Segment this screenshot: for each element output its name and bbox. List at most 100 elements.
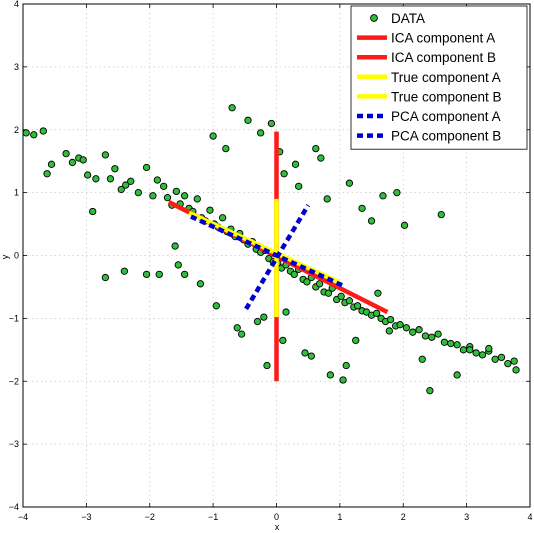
- x-tick-label: 4: [527, 512, 532, 522]
- tick-labels: −4 −3 −2 −1 0 1 2 3 4 −4 −3 −2 −1 0 1 2 3 4: [9, 0, 533, 522]
- data-point: [466, 346, 474, 354]
- data-point: [440, 338, 449, 346]
- data-point: [47, 160, 56, 168]
- data-point: [402, 324, 411, 332]
- data-point: [303, 278, 311, 286]
- data-point: [209, 132, 217, 140]
- x-tick-label: −4: [18, 512, 28, 522]
- data-point: [257, 129, 265, 137]
- y-tick-label: 4: [14, 0, 19, 9]
- data-point: [386, 315, 395, 324]
- data-point: [437, 210, 445, 219]
- data-point: [180, 192, 189, 200]
- data-point: [326, 371, 335, 379]
- legend-marker: [370, 14, 378, 22]
- data-point: [174, 261, 182, 269]
- x-axis-label: x: [275, 522, 280, 532]
- data-point: [485, 344, 493, 353]
- data-point: [122, 181, 130, 189]
- data-point: [171, 242, 179, 250]
- data-point: [362, 308, 371, 316]
- data-point: [315, 280, 324, 288]
- data-point: [30, 131, 38, 139]
- data-point: [228, 104, 236, 112]
- x-tick-label: 2: [401, 512, 406, 522]
- x-tick-label: −1: [208, 512, 218, 522]
- y-axis-label: y: [0, 254, 10, 259]
- data-point: [142, 163, 151, 172]
- y-tick-label: 1: [14, 188, 19, 198]
- data-point: [237, 330, 246, 338]
- data-point: [478, 351, 487, 359]
- legend-label: DATA: [391, 11, 425, 26]
- data-point: [352, 336, 360, 345]
- data-point: [372, 309, 381, 317]
- legend-label: True component B: [391, 89, 502, 104]
- legend-label: PCA component A: [391, 109, 501, 124]
- data-point: [163, 194, 172, 202]
- data-point: [290, 270, 298, 279]
- data-point: [142, 270, 151, 279]
- plot-area: [22, 104, 520, 395]
- data-point: [196, 280, 205, 288]
- data-point: [312, 144, 320, 153]
- data-point: [504, 359, 512, 368]
- data-point: [453, 341, 461, 349]
- x-tick-label: 0: [274, 512, 279, 522]
- data-point: [172, 187, 181, 196]
- data-point: [153, 176, 162, 184]
- ticks: [22, 3, 531, 508]
- data-point: [453, 371, 461, 379]
- data-point: [267, 119, 276, 128]
- y-tick-label: 3: [14, 62, 19, 72]
- data-point: [92, 175, 100, 183]
- data-point: [206, 206, 214, 214]
- data-point: [295, 182, 303, 190]
- legend-label: True component A: [391, 70, 501, 85]
- data-point: [472, 349, 480, 357]
- data-point: [512, 366, 520, 374]
- data-point: [428, 333, 436, 341]
- data-point: [233, 324, 241, 332]
- component-lines: [167, 131, 389, 382]
- x-tick-label: −3: [81, 512, 91, 522]
- data-point: [396, 321, 404, 329]
- component-line: [244, 204, 311, 311]
- data-point: [218, 214, 227, 222]
- data-point: [101, 273, 110, 282]
- data-point: [374, 289, 382, 297]
- data-point: [426, 387, 434, 395]
- data-point: [379, 192, 387, 200]
- data-point: [253, 317, 262, 326]
- data-point: [155, 270, 163, 279]
- data-point: [106, 175, 115, 183]
- data-point: [317, 154, 325, 162]
- data-point: [134, 188, 142, 197]
- data-point: [62, 149, 70, 158]
- data-point: [68, 158, 77, 167]
- data-point: [367, 217, 376, 225]
- data-point: [212, 302, 220, 310]
- y-tick-label: 2: [14, 125, 19, 135]
- data-point: [160, 182, 168, 190]
- legend-label: ICA component B: [391, 50, 496, 65]
- data-point: [149, 192, 157, 200]
- data-point: [89, 207, 97, 216]
- data-point: [337, 292, 345, 301]
- x-tick-label: 1: [337, 512, 342, 522]
- y-tick-label: −1: [9, 313, 19, 323]
- data-point: [193, 195, 201, 203]
- data-point: [301, 349, 309, 357]
- data-point: [83, 171, 92, 179]
- data-point: [291, 160, 300, 168]
- data-point: [345, 297, 354, 305]
- data-point: [22, 129, 30, 137]
- data-point: [323, 195, 331, 203]
- x-tick-label: −2: [145, 512, 155, 522]
- x-tick-label: 3: [464, 512, 469, 522]
- data-point: [43, 170, 51, 178]
- data-point: [280, 170, 288, 178]
- y-tick-label: −2: [9, 376, 19, 386]
- data-point: [111, 165, 119, 173]
- data-point: [120, 267, 129, 275]
